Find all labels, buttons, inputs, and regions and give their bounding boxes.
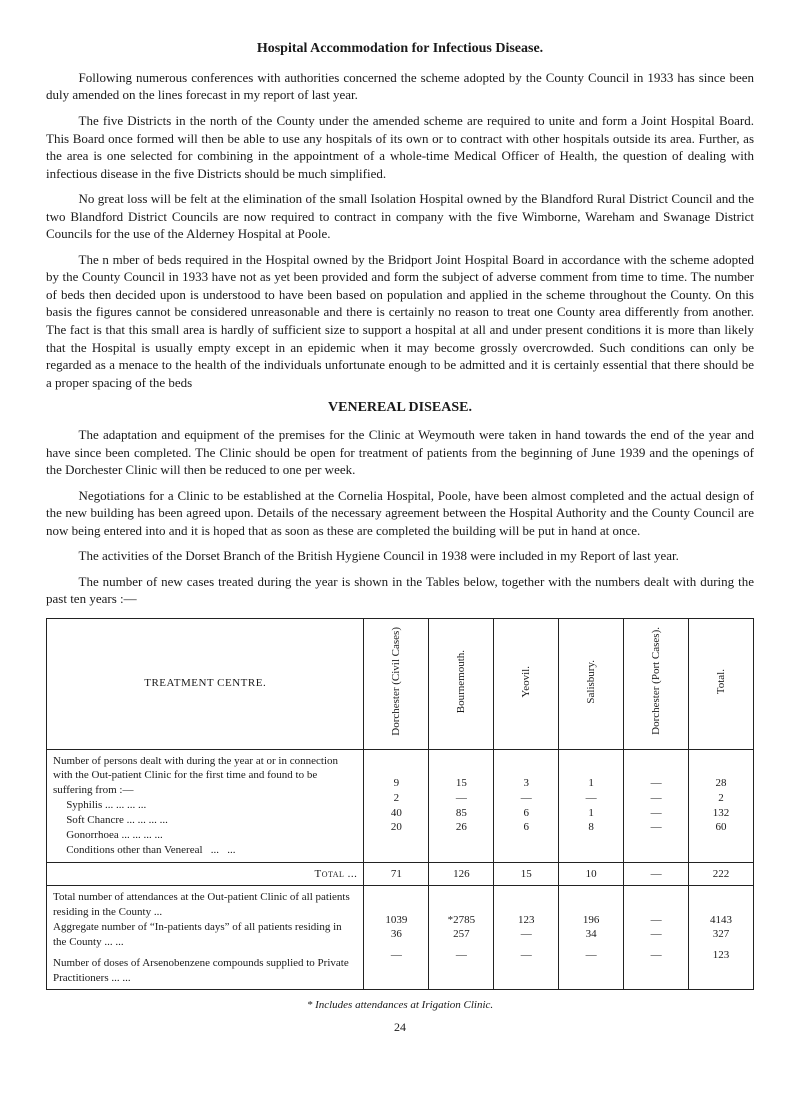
cell: 222: [689, 862, 754, 886]
paragraph: No great loss will be felt at the elimin…: [46, 190, 754, 243]
col-dorchester-civil: Dorchester (Civil Cases): [364, 619, 429, 750]
section-heading-1: Hospital Accommodation for Infectious Di…: [46, 40, 754, 59]
cell: 28 2 132 60: [689, 749, 754, 862]
cell: *2785 257 —: [429, 886, 494, 990]
section-heading-2: VENEREAL DISEASE.: [46, 399, 754, 418]
col-treatment: TREATMENT CENTRE.: [47, 619, 364, 750]
cell: 9 2 40 20: [364, 749, 429, 862]
cell: 15 — 85 26: [429, 749, 494, 862]
paragraph: The five Districts in the north of the C…: [46, 112, 754, 182]
table-row: Total number of attendances at the Out-p…: [47, 886, 754, 990]
paragraph: The adaptation and equipment of the prem…: [46, 426, 754, 479]
col-yeovil: Yeovil.: [494, 619, 559, 750]
cell: — — —: [624, 886, 689, 990]
cell-label: Number of persons dealt with during the …: [47, 749, 364, 862]
col-bournemouth: Bournemouth.: [429, 619, 494, 750]
cell-total-label: Total ...: [47, 862, 364, 886]
treatment-table: TREATMENT CENTRE. Dorchester (Civil Case…: [46, 618, 754, 990]
col-total: Total.: [689, 619, 754, 750]
table-row: Number of persons dealt with during the …: [47, 749, 754, 862]
page-number: 24: [46, 1019, 754, 1035]
cell: 196 34 —: [559, 886, 624, 990]
paragraph: The number of new cases treated during t…: [46, 573, 754, 608]
cell: 3 — 6 6: [494, 749, 559, 862]
col-salisbury: Salisbury.: [559, 619, 624, 750]
cell: —: [624, 862, 689, 886]
paragraph: Following numerous conferences with auth…: [46, 69, 754, 104]
table-header-row: TREATMENT CENTRE. Dorchester (Civil Case…: [47, 619, 754, 750]
table-footnote: * Includes attendances at Irigation Clin…: [46, 998, 754, 1013]
cell: 1 — 1 8: [559, 749, 624, 862]
cell-label: Total number of attendances at the Out-p…: [47, 886, 364, 990]
cell: 10: [559, 862, 624, 886]
cell: 1039 36 —: [364, 886, 429, 990]
col-dorchester-port: Dorchester (Port Cases).: [624, 619, 689, 750]
cell: 71: [364, 862, 429, 886]
table-total-row: Total ... 71 126 15 10 — 222: [47, 862, 754, 886]
paragraph: The activities of the Dorset Branch of t…: [46, 547, 754, 565]
cell: 123 — —: [494, 886, 559, 990]
cell: — — — —: [624, 749, 689, 862]
cell: 15: [494, 862, 559, 886]
paragraph: The n mber of beds required in the Hospi…: [46, 251, 754, 391]
paragraph: Negotiations for a Clinic to be establis…: [46, 487, 754, 540]
cell: 126: [429, 862, 494, 886]
cell: 4143 327 123: [689, 886, 754, 990]
